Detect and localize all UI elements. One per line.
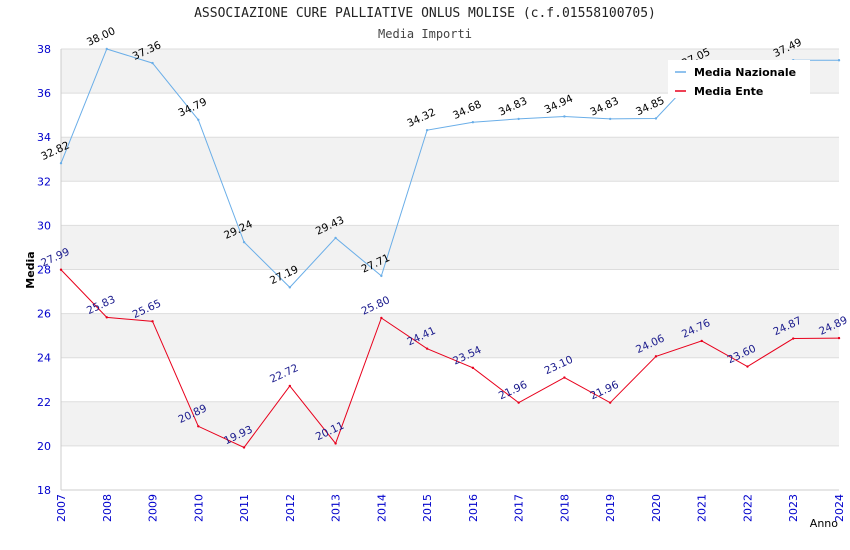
x-tick-label: 2020 xyxy=(650,494,663,522)
data-point xyxy=(288,286,292,289)
data-point xyxy=(608,401,612,404)
data-point xyxy=(425,347,429,350)
x-tick-label: 2008 xyxy=(101,494,114,522)
legend-item: Media Ente xyxy=(694,85,763,98)
data-point xyxy=(471,121,475,124)
y-tick-label: 32 xyxy=(37,175,51,188)
x-tick-label: 2007 xyxy=(55,494,68,522)
y-tick-label: 26 xyxy=(37,308,51,321)
y-tick-label: 38 xyxy=(37,43,51,56)
data-point xyxy=(151,320,154,323)
data-point xyxy=(517,401,520,404)
x-axis-label: Anno xyxy=(810,517,838,530)
legend-box xyxy=(668,60,810,98)
data-label: 38.00 xyxy=(85,25,117,49)
y-tick-label: 20 xyxy=(37,440,51,453)
x-tick-label: 2019 xyxy=(604,494,617,522)
data-point xyxy=(380,316,383,320)
data-point xyxy=(334,442,337,445)
chart-subtitle: Media Importi xyxy=(378,27,472,41)
x-tick-label: 2015 xyxy=(421,494,434,522)
chart-title: ASSOCIAZIONE CURE PALLIATIVE ONLUS MOLIS… xyxy=(194,6,656,21)
data-point xyxy=(654,355,658,358)
data-point xyxy=(380,274,383,278)
x-tick-label: 2017 xyxy=(513,494,526,522)
grid-band xyxy=(61,401,839,446)
data-point xyxy=(197,425,200,428)
x-tick-label: 2016 xyxy=(467,494,480,522)
data-point xyxy=(334,236,337,240)
data-point xyxy=(654,117,658,120)
x-tick-label: 2023 xyxy=(787,494,800,522)
x-tick-label: 2011 xyxy=(238,494,251,522)
data-point xyxy=(471,366,475,370)
x-tick-label: 2010 xyxy=(192,494,205,522)
data-label: 34.68 xyxy=(451,98,483,122)
grid-band xyxy=(61,225,839,270)
data-label: 21.96 xyxy=(588,379,621,403)
data-point xyxy=(105,47,108,51)
data-point xyxy=(608,117,612,121)
data-point xyxy=(59,268,63,271)
legend-item: Media Nazionale xyxy=(694,66,796,79)
x-tick-label: 2024 xyxy=(833,494,846,522)
data-point xyxy=(563,115,566,118)
data-point xyxy=(288,384,292,388)
data-point xyxy=(746,365,749,368)
x-tick-label: 2021 xyxy=(696,494,709,522)
x-tick-label: 2022 xyxy=(741,494,754,522)
data-label: 34.85 xyxy=(634,95,666,119)
data-point xyxy=(151,61,154,65)
y-tick-label: 22 xyxy=(37,396,51,409)
x-tick-label: 2012 xyxy=(284,494,297,522)
data-point xyxy=(792,337,795,340)
x-tick-label: 2018 xyxy=(558,494,571,522)
data-point xyxy=(700,339,703,343)
series-line-1 xyxy=(60,269,840,449)
y-tick-label: 28 xyxy=(37,264,51,277)
y-axis-label: Media xyxy=(24,251,37,288)
data-point xyxy=(563,376,566,379)
data-label: 34.32 xyxy=(405,106,437,130)
y-tick-label: 24 xyxy=(37,352,51,365)
data-point xyxy=(242,240,246,244)
data-point xyxy=(837,336,841,340)
x-tick-label: 2009 xyxy=(147,494,160,522)
y-tick-label: 30 xyxy=(37,219,51,232)
y-tick-label: 18 xyxy=(37,484,51,497)
data-point xyxy=(59,162,63,165)
y-tick-label: 36 xyxy=(37,87,51,100)
data-point xyxy=(837,59,841,62)
data-label: 22.72 xyxy=(268,362,300,386)
data-point xyxy=(105,316,108,319)
data-point xyxy=(197,118,200,121)
data-label: 34.83 xyxy=(588,95,620,119)
data-label: 34.94 xyxy=(543,92,576,116)
grid-band xyxy=(61,313,839,358)
x-tick-label: 2014 xyxy=(375,494,388,522)
data-label: 34.83 xyxy=(497,95,529,119)
grid-band xyxy=(61,137,839,182)
y-tick-label: 34 xyxy=(37,131,51,144)
x-tick-label: 2013 xyxy=(330,494,343,522)
data-point xyxy=(242,446,246,449)
data-point xyxy=(425,128,429,132)
data-point xyxy=(517,117,520,121)
legend: Media Nazionale Media Ente xyxy=(668,60,810,98)
